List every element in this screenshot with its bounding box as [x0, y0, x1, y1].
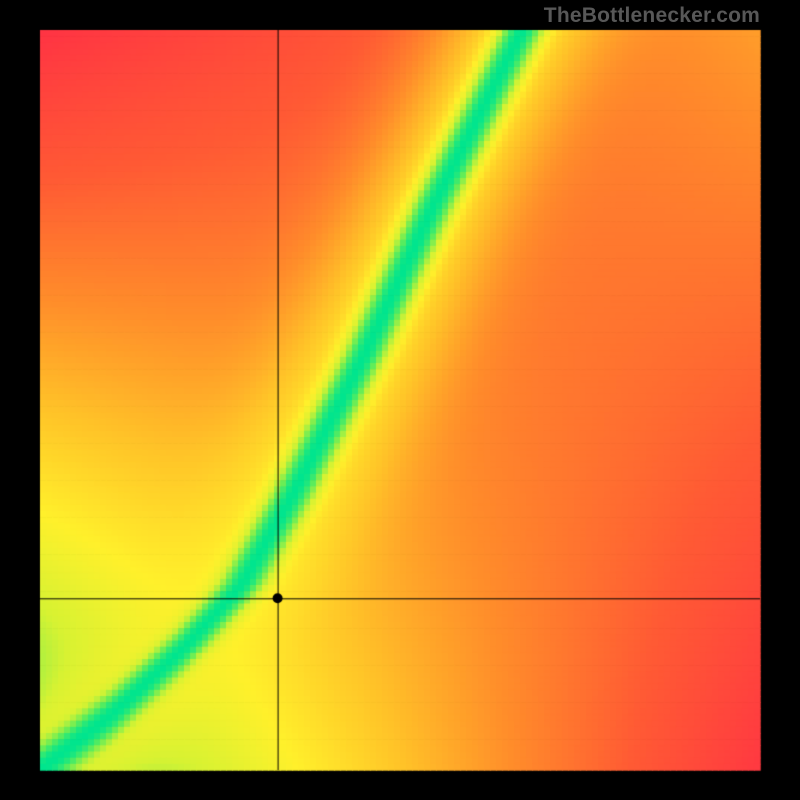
bottleneck-heatmap [0, 0, 800, 800]
watermark-text: TheBottlenecker.com [544, 4, 760, 28]
chart-container: TheBottlenecker.com [0, 0, 800, 800]
